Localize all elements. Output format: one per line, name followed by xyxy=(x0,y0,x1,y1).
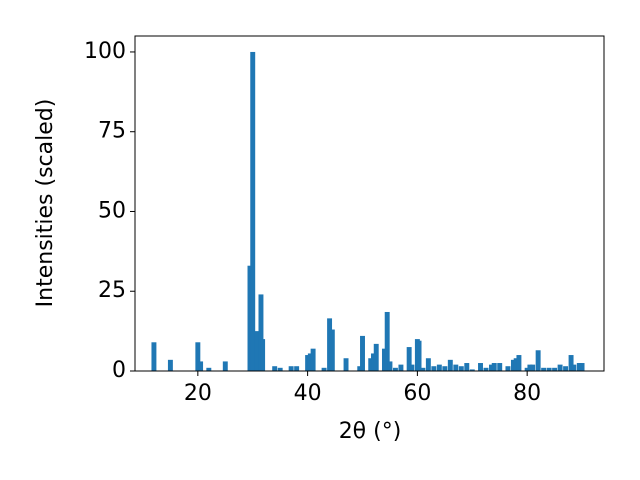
bar xyxy=(360,335,365,371)
bar xyxy=(527,364,533,371)
bar xyxy=(557,364,563,371)
bar xyxy=(371,353,376,371)
bar xyxy=(491,363,497,371)
bar xyxy=(381,348,387,371)
bar xyxy=(254,331,260,371)
bar xyxy=(343,358,349,371)
bar xyxy=(250,51,256,371)
bar xyxy=(513,358,519,371)
bar xyxy=(307,353,313,371)
bar xyxy=(571,364,577,371)
bar xyxy=(222,361,228,371)
bar xyxy=(568,355,574,371)
plot-frame xyxy=(134,35,605,372)
bar xyxy=(384,311,390,371)
y-tick-label: 50 xyxy=(98,198,126,223)
bar xyxy=(247,265,253,371)
bar xyxy=(436,364,442,371)
bar xyxy=(497,363,503,371)
bar xyxy=(552,367,558,371)
bar xyxy=(535,350,541,371)
bar xyxy=(198,361,204,371)
bar xyxy=(489,364,494,371)
bar xyxy=(576,363,582,371)
bar xyxy=(458,366,464,371)
bar xyxy=(431,366,437,371)
bar xyxy=(524,367,530,371)
bar xyxy=(416,340,422,371)
bar xyxy=(505,366,511,371)
bar xyxy=(541,367,547,371)
bar xyxy=(195,342,201,371)
bar xyxy=(167,359,173,371)
bar xyxy=(447,359,453,371)
bar xyxy=(442,366,448,371)
y-axis-label: Intensities (scaled) xyxy=(33,99,58,308)
y-tick-label: 25 xyxy=(98,278,126,303)
bar xyxy=(425,358,431,371)
x-tick-label: 40 xyxy=(294,381,322,406)
y-tick-label: 0 xyxy=(112,358,126,383)
x-tick-label: 20 xyxy=(184,381,212,406)
bar xyxy=(510,359,516,371)
y-tick-label: 100 xyxy=(84,39,126,64)
bar xyxy=(469,369,475,371)
bar xyxy=(373,343,379,371)
bar xyxy=(546,367,552,371)
bar xyxy=(516,355,522,371)
bar xyxy=(327,318,333,371)
bar xyxy=(478,363,483,371)
bar xyxy=(272,366,278,371)
x-tick-label: 60 xyxy=(403,381,431,406)
bar xyxy=(406,347,412,371)
bar xyxy=(464,363,470,371)
bar xyxy=(368,358,374,371)
bar xyxy=(357,366,363,371)
bar xyxy=(420,367,426,371)
bar xyxy=(206,367,212,371)
bar xyxy=(483,367,489,371)
y-tick-label: 75 xyxy=(98,119,126,144)
bar xyxy=(260,339,266,371)
x-tick-label: 80 xyxy=(513,381,541,406)
bar xyxy=(294,366,300,371)
bar xyxy=(392,367,398,371)
bar xyxy=(310,348,316,371)
bar xyxy=(579,363,585,371)
bar xyxy=(409,364,415,371)
bar xyxy=(453,364,459,371)
bar xyxy=(563,366,569,371)
bar xyxy=(305,355,311,371)
bar xyxy=(329,329,335,371)
bar xyxy=(398,364,404,371)
bar xyxy=(530,364,536,371)
bar xyxy=(151,342,157,371)
x-axis-label: 2θ (°) xyxy=(339,419,402,444)
bar xyxy=(258,294,264,371)
bar xyxy=(277,367,283,371)
bar xyxy=(387,361,393,371)
bar xyxy=(321,367,327,371)
bar xyxy=(288,366,294,371)
